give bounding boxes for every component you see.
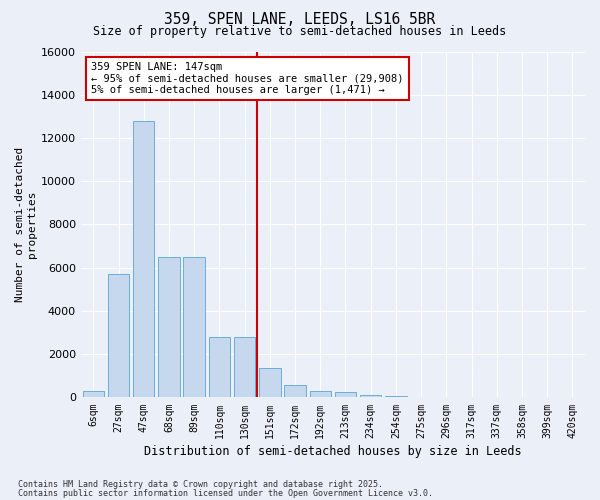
Y-axis label: Number of semi-detached
properties: Number of semi-detached properties (15, 147, 37, 302)
Text: 359 SPEN LANE: 147sqm
← 95% of semi-detached houses are smaller (29,908)
5% of s: 359 SPEN LANE: 147sqm ← 95% of semi-deta… (91, 62, 403, 95)
Bar (133, 120, 154, 398)
Text: 359, SPEN LANE, LEEDS, LS16 5BR: 359, SPEN LANE, LEEDS, LS16 5BR (164, 12, 436, 28)
Bar (310, 390, 331, 398)
Bar (284, 385, 306, 398)
Text: Size of property relative to semi-detached houses in Leeds: Size of property relative to semi-detach… (94, 25, 506, 38)
Bar (385, 396, 407, 398)
Bar (335, 392, 356, 398)
Bar (410, 397, 432, 398)
Bar (158, 257, 180, 398)
Text: Contains HM Land Registry data © Crown copyright and database right 2025.: Contains HM Land Registry data © Crown c… (18, 480, 383, 489)
Bar (184, 257, 205, 398)
Text: Contains public sector information licensed under the Open Government Licence v3: Contains public sector information licen… (18, 489, 433, 498)
Bar (209, 337, 230, 398)
Bar (108, 274, 129, 398)
Bar (83, 390, 104, 398)
X-axis label: Distribution of semi-detached houses by size in Leeds: Distribution of semi-detached houses by … (144, 444, 521, 458)
Bar (259, 368, 281, 398)
Bar (360, 396, 382, 398)
Bar (234, 337, 256, 398)
